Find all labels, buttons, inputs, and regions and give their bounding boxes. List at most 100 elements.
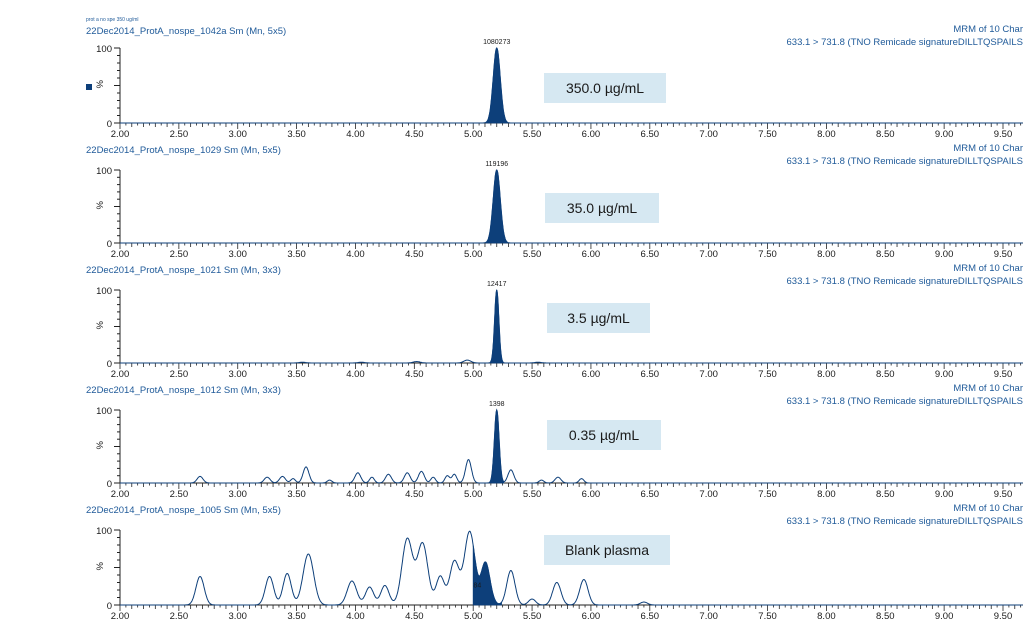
y-tick-label: 0: [107, 119, 112, 130]
x-tick-label: 2.50: [170, 369, 189, 380]
panel-transition-label: 633.1 > 731.8 (TNO Remicade signatureDIL…: [787, 516, 1023, 527]
panel-transition-label: 633.1 > 731.8 (TNO Remicade signatureDIL…: [787, 276, 1023, 287]
x-tick-label: 3.00: [228, 249, 247, 260]
x-tick-label: 7.00: [699, 611, 718, 622]
x-tick-label: 4.50: [405, 489, 424, 500]
x-tick-label: 3.50: [287, 129, 306, 140]
y-tick-label: 100: [96, 526, 112, 537]
chromatogram-trace: [120, 169, 1023, 244]
x-tick-label: 8.00: [817, 369, 836, 380]
panel-transition-label: 633.1 > 731.8 (TNO Remicade signatureDIL…: [787, 37, 1023, 48]
x-tick-label: 9.00: [935, 249, 954, 260]
x-tick-label: 4.00: [346, 489, 365, 500]
x-tick-label: 5.00: [464, 249, 483, 260]
x-tick-label: 2.00: [111, 249, 130, 260]
panel-title: 22Dec2014_ProtA_nospe_1042a Sm (Mn, 5x5): [86, 26, 286, 37]
concentration-label: Blank plasma: [565, 542, 649, 558]
x-tick-label: 8.50: [876, 611, 895, 622]
x-tick-label: 9.50: [994, 489, 1013, 500]
x-tick-label: 6.50: [641, 249, 660, 260]
x-tick-label: 4.50: [405, 611, 424, 622]
y-tick-label: 0: [107, 359, 112, 370]
x-tick-label: 9.50: [994, 129, 1013, 140]
x-tick-label: 2.00: [111, 129, 130, 140]
x-tick-label: 8.00: [817, 129, 836, 140]
panel-right-title: MRM of 10 Char: [953, 24, 1023, 35]
x-tick-label: 9.00: [935, 369, 954, 380]
y-axis-label: %: [95, 321, 106, 330]
x-tick-label: 8.00: [817, 489, 836, 500]
x-tick-label: 5.00: [464, 129, 483, 140]
chromatogram-panel-2: 22Dec2014_ProtA_nospe_1029 Sm (Mn, 5x5) M…: [86, 143, 1023, 260]
x-tick-label: 7.00: [699, 249, 718, 260]
x-tick-label: 2.50: [170, 611, 189, 622]
x-tick-label: 8.50: [876, 129, 895, 140]
x-tick-label: 6.50: [641, 489, 660, 500]
x-tick-label: 8.00: [817, 611, 836, 622]
y-tick-label: 100: [96, 286, 112, 297]
x-tick-label: 6.00: [582, 369, 601, 380]
peak-area-label: 1398: [489, 401, 505, 408]
x-tick-label: 7.00: [699, 489, 718, 500]
x-tick-label: 3.00: [228, 611, 247, 622]
peak-area-label: 119196: [485, 161, 508, 168]
integrated-peak: [472, 545, 502, 606]
x-tick-label: 5.50: [523, 611, 542, 622]
x-tick-label: 9.00: [935, 489, 954, 500]
x-tick-label: 6.50: [641, 611, 660, 622]
x-tick-label: 2.00: [111, 369, 130, 380]
x-tick-label: 2.50: [170, 249, 189, 260]
y-axis-label: %: [95, 562, 106, 571]
x-tick-label: 2.00: [111, 489, 130, 500]
x-tick-label: 3.50: [287, 249, 306, 260]
y-tick-label: 100: [96, 406, 112, 417]
x-tick-label: 9.50: [994, 611, 1013, 622]
x-tick-label: 5.00: [464, 369, 483, 380]
x-tick-label: 6.00: [582, 489, 601, 500]
chromatogram-panel-3: 22Dec2014_ProtA_nospe_1021 Sm (Mn, 3x3) M…: [86, 263, 1023, 380]
x-tick-label: 7.00: [699, 129, 718, 140]
y-tick-label: 100: [96, 166, 112, 177]
x-tick-label: 8.50: [876, 489, 895, 500]
x-tick-label: 3.00: [228, 129, 247, 140]
x-tick-label: 2.50: [170, 489, 189, 500]
concentration-label: 0.35 µg/mL: [569, 427, 640, 443]
concentration-label-box: [547, 420, 661, 450]
y-tick-label: 0: [107, 479, 112, 490]
x-tick-label: 4.50: [405, 249, 424, 260]
panel-title: 22Dec2014_ProtA_nospe_1021 Sm (Mn, 3x3): [86, 265, 281, 276]
concentration-label-box: [544, 535, 670, 565]
x-tick-label: 9.50: [994, 369, 1013, 380]
x-tick-label: 6.50: [641, 369, 660, 380]
panel-transition-label: 633.1 > 731.8 (TNO Remicade signatureDIL…: [787, 156, 1023, 167]
x-tick-label: 3.00: [228, 369, 247, 380]
x-tick-label: 8.50: [876, 369, 895, 380]
x-tick-label: 5.00: [464, 489, 483, 500]
x-tick-label: 5.50: [523, 489, 542, 500]
header-note: prot a no spe 350 ug/ml: [86, 17, 139, 23]
x-tick-label: 7.50: [758, 369, 777, 380]
x-tick-label: 5.50: [523, 129, 542, 140]
peak-area-label: 12417: [487, 281, 507, 288]
x-tick-label: 8.00: [817, 249, 836, 260]
panel-right-title: MRM of 10 Char: [953, 503, 1023, 514]
x-tick-label: 4.50: [405, 129, 424, 140]
y-axis-label: %: [95, 201, 106, 210]
concentration-label: 350.0 µg/mL: [566, 80, 644, 96]
x-tick-label: 5.50: [523, 369, 542, 380]
x-tick-label: 9.00: [935, 611, 954, 622]
integrated-peak: [489, 409, 505, 484]
x-tick-label: 4.00: [346, 369, 365, 380]
y-tick-label: 0: [107, 601, 112, 612]
x-tick-label: 7.50: [758, 489, 777, 500]
panel-right-title: MRM of 10 Char: [953, 383, 1023, 394]
x-tick-label: 4.00: [346, 249, 365, 260]
x-tick-label: 4.00: [346, 611, 365, 622]
chromatogram-trace: [120, 408, 1023, 484]
x-tick-label: 2.50: [170, 129, 189, 140]
x-tick-label: 7.50: [758, 249, 777, 260]
y-tick-label: 100: [96, 44, 112, 55]
x-tick-label: 7.50: [758, 611, 777, 622]
integrated-peak: [490, 289, 504, 364]
